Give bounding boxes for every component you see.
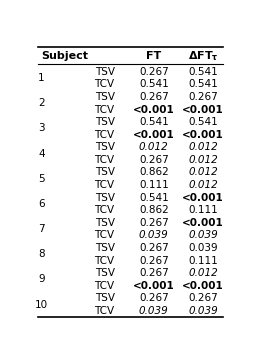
- Text: TCV: TCV: [94, 306, 115, 316]
- Text: 0.039: 0.039: [188, 306, 218, 316]
- Text: 0.039: 0.039: [139, 230, 169, 240]
- Text: 9: 9: [38, 274, 45, 284]
- Text: <0.001: <0.001: [133, 280, 175, 291]
- Text: 0.267: 0.267: [188, 92, 218, 102]
- Text: 3: 3: [38, 123, 45, 134]
- Text: 0.541: 0.541: [188, 79, 218, 90]
- Text: 0.267: 0.267: [139, 293, 169, 303]
- Text: TSV: TSV: [94, 168, 115, 178]
- Text: TCV: TCV: [94, 105, 115, 114]
- Text: 0.039: 0.039: [139, 306, 169, 316]
- Text: 8: 8: [38, 249, 45, 259]
- Text: 0.039: 0.039: [188, 230, 218, 240]
- Text: 0.111: 0.111: [139, 180, 169, 190]
- Text: <0.001: <0.001: [133, 130, 175, 140]
- Text: TCV: TCV: [94, 79, 115, 90]
- Text: 2: 2: [38, 98, 45, 108]
- Text: <0.001: <0.001: [182, 105, 224, 114]
- Text: TSV: TSV: [94, 268, 115, 278]
- Text: 0.111: 0.111: [188, 256, 218, 266]
- Text: 0.012: 0.012: [188, 180, 218, 190]
- Text: 0.012: 0.012: [139, 142, 169, 152]
- Text: 0.541: 0.541: [139, 117, 169, 127]
- Text: 0.862: 0.862: [139, 205, 169, 215]
- Text: 0.267: 0.267: [139, 218, 169, 228]
- Text: 0.267: 0.267: [139, 268, 169, 278]
- Text: 0.012: 0.012: [188, 155, 218, 165]
- Text: 10: 10: [35, 300, 48, 309]
- Text: 7: 7: [38, 224, 45, 234]
- Text: TCV: TCV: [94, 180, 115, 190]
- Text: 0.012: 0.012: [188, 142, 218, 152]
- Text: 0.267: 0.267: [139, 256, 169, 266]
- Text: <0.001: <0.001: [133, 105, 175, 114]
- Text: <0.001: <0.001: [182, 130, 224, 140]
- Text: TCV: TCV: [94, 205, 115, 215]
- Text: TSV: TSV: [94, 67, 115, 77]
- Text: 0.267: 0.267: [139, 67, 169, 77]
- Text: 0.267: 0.267: [139, 243, 169, 253]
- Text: 0.541: 0.541: [139, 193, 169, 203]
- Text: <0.001: <0.001: [182, 218, 224, 228]
- Text: TSV: TSV: [94, 193, 115, 203]
- Text: 4: 4: [38, 149, 45, 158]
- Text: 0.541: 0.541: [188, 117, 218, 127]
- Text: TCV: TCV: [94, 155, 115, 165]
- Text: 5: 5: [38, 174, 45, 184]
- Text: 1: 1: [38, 73, 45, 83]
- Text: 0.012: 0.012: [188, 168, 218, 178]
- Text: 0.039: 0.039: [188, 243, 218, 253]
- Text: TSV: TSV: [94, 92, 115, 102]
- Text: TCV: TCV: [94, 230, 115, 240]
- Text: Subject: Subject: [42, 51, 89, 61]
- Text: 0.111: 0.111: [188, 205, 218, 215]
- Text: TSV: TSV: [94, 218, 115, 228]
- Text: 0.541: 0.541: [188, 67, 218, 77]
- Text: TSV: TSV: [94, 142, 115, 152]
- Text: FT: FT: [146, 51, 162, 61]
- Text: 0.267: 0.267: [188, 293, 218, 303]
- Text: 0.862: 0.862: [139, 168, 169, 178]
- Text: 0.541: 0.541: [139, 79, 169, 90]
- Text: 6: 6: [38, 199, 45, 209]
- Text: TCV: TCV: [94, 256, 115, 266]
- Text: <0.001: <0.001: [182, 193, 224, 203]
- Text: 0.267: 0.267: [139, 155, 169, 165]
- Text: TSV: TSV: [94, 117, 115, 127]
- Text: $\mathbf{\Delta FT_{\tau}}$: $\mathbf{\Delta FT_{\tau}}$: [188, 49, 218, 63]
- Text: <0.001: <0.001: [182, 280, 224, 291]
- Text: 0.267: 0.267: [139, 92, 169, 102]
- Text: TSV: TSV: [94, 293, 115, 303]
- Text: TCV: TCV: [94, 130, 115, 140]
- Text: 0.012: 0.012: [188, 268, 218, 278]
- Text: TSV: TSV: [94, 243, 115, 253]
- Text: TCV: TCV: [94, 280, 115, 291]
